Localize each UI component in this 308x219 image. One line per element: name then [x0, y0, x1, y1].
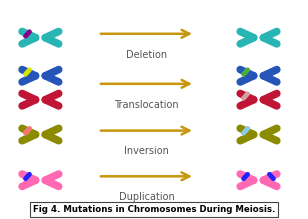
Text: Fig 4. Mutations in Chromosomes During Meiosis.: Fig 4. Mutations in Chromosomes During M…: [33, 205, 275, 214]
Text: Deletion: Deletion: [126, 50, 167, 60]
Text: Inversion: Inversion: [124, 147, 169, 157]
Text: Duplication: Duplication: [119, 192, 174, 202]
Text: Translocation: Translocation: [114, 100, 179, 110]
